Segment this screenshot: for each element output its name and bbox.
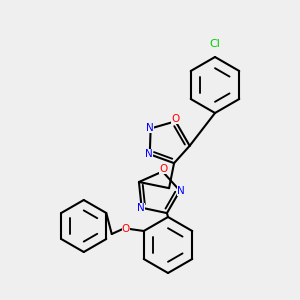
- Text: N: N: [146, 124, 154, 134]
- Text: N: N: [137, 203, 145, 213]
- Text: N: N: [177, 186, 185, 196]
- Text: N: N: [145, 149, 153, 159]
- Text: O: O: [159, 164, 168, 175]
- Text: O: O: [122, 224, 130, 234]
- Text: O: O: [171, 114, 180, 124]
- Text: Cl: Cl: [210, 39, 220, 49]
